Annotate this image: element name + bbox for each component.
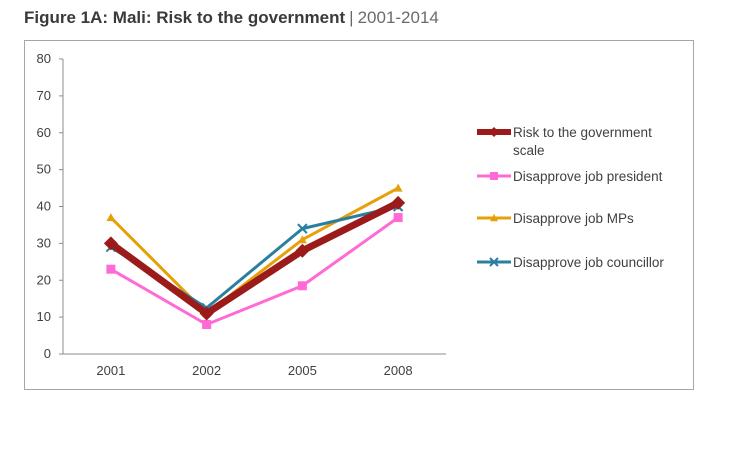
legend-label: Disapprove job MPs	[513, 211, 634, 226]
figure-title: Figure 1A: Mali: Risk to the government |…	[24, 8, 439, 28]
y-tick-label: 70	[37, 88, 51, 103]
series-line	[109, 186, 400, 315]
legend-label: Disapprove job president	[513, 169, 663, 184]
chart-frame: 0 10 20 30 40 50 60 70 80 2001 2002 2005 2008 Risk to…	[24, 40, 694, 390]
x-tick-label: 2002	[192, 363, 221, 378]
legend-label: Risk to the government	[513, 125, 652, 140]
data-point	[199, 306, 214, 321]
data-point	[202, 320, 212, 329]
y-tick-label: 20	[37, 272, 51, 287]
x-tick-label: 2005	[288, 363, 317, 378]
legend-label-cont: scale	[513, 143, 545, 158]
y-tick-label: 10	[37, 309, 51, 324]
line-chart: 0 10 20 30 40 50 60 70 80 2001 2002 2005 2008 Risk to…	[37, 51, 665, 378]
data-point	[393, 183, 403, 192]
data-point	[106, 213, 116, 222]
x-tick-label: 2001	[96, 363, 125, 378]
data-point	[106, 264, 116, 274]
data-point	[103, 236, 118, 251]
legend-swatch-marker	[490, 214, 498, 222]
data-point	[297, 235, 307, 244]
data-point	[295, 243, 310, 258]
legend-label: Disapprove job councillor	[513, 255, 664, 270]
legend-swatch-marker	[490, 172, 498, 180]
data-point	[297, 281, 307, 291]
y-tick-label: 40	[37, 199, 51, 214]
data-point	[391, 195, 406, 210]
y-tick-label: 30	[37, 235, 51, 250]
y-tick-label: 50	[37, 162, 51, 177]
figure-title-years: 2001-2014	[357, 8, 439, 27]
y-tick-label: 80	[37, 51, 51, 66]
figure-title-main: Figure 1A: Mali: Risk to the government	[24, 8, 346, 27]
series-line	[109, 216, 400, 326]
legend-swatch-marker	[489, 127, 499, 137]
legend-swatch-marker	[489, 257, 499, 267]
data-point	[393, 213, 403, 223]
data-point	[297, 223, 308, 234]
y-tick-label: 0	[44, 346, 51, 361]
series-line	[107, 199, 402, 317]
y-tick-label: 60	[37, 125, 51, 140]
title-separator: |	[349, 8, 354, 27]
x-tick-label: 2008	[384, 363, 413, 378]
